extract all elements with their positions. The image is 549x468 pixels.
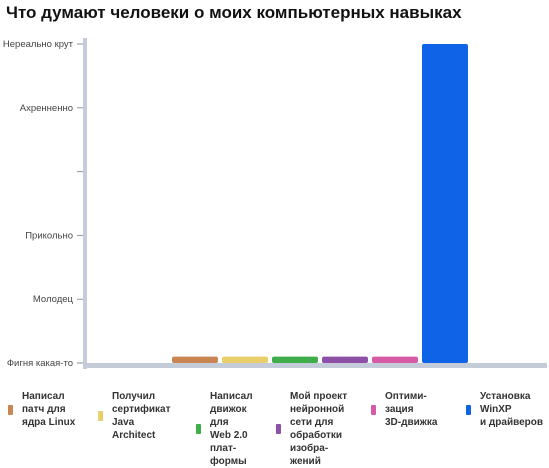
legend-swatch [98, 411, 103, 421]
legend-swatch [466, 404, 471, 415]
chart-title: Что думают человеки о моих компьютерных … [6, 3, 462, 22]
chart-plot-area: Фигня какая-то Молодец Прикольно Ахренненно… [3, 38, 547, 369]
x-axis [83, 363, 547, 368]
y-tick-label: Фигня какая-то [7, 358, 73, 369]
legend-label: Получил сертификат Java Architect [112, 391, 171, 441]
bar-5 [372, 356, 418, 363]
legend-swatch [196, 424, 201, 434]
y-tick-label: Ахренненно [20, 103, 73, 114]
bar-6 [422, 44, 468, 363]
legend-label: Установка WinXP и драйверов [480, 391, 544, 428]
y-tick-label: Нереально крут [3, 39, 74, 50]
bar-1 [172, 356, 218, 363]
bar-3 [272, 356, 318, 363]
y-tick-label: Прикольно [25, 230, 73, 241]
legend-label: Оптими- зация 3D-движка [385, 391, 438, 428]
y-tick-label: Молодец [33, 294, 74, 305]
bar-4 [322, 356, 368, 363]
legend-swatch [371, 404, 376, 415]
legend-swatch [8, 404, 13, 415]
legend-label: Написал патч для ядра Linux [22, 391, 76, 428]
y-axis [83, 38, 87, 369]
legend-swatch [276, 424, 281, 434]
bar-2 [222, 356, 268, 363]
legend-label: Мой проект нейронной сети для обработки … [290, 391, 348, 467]
